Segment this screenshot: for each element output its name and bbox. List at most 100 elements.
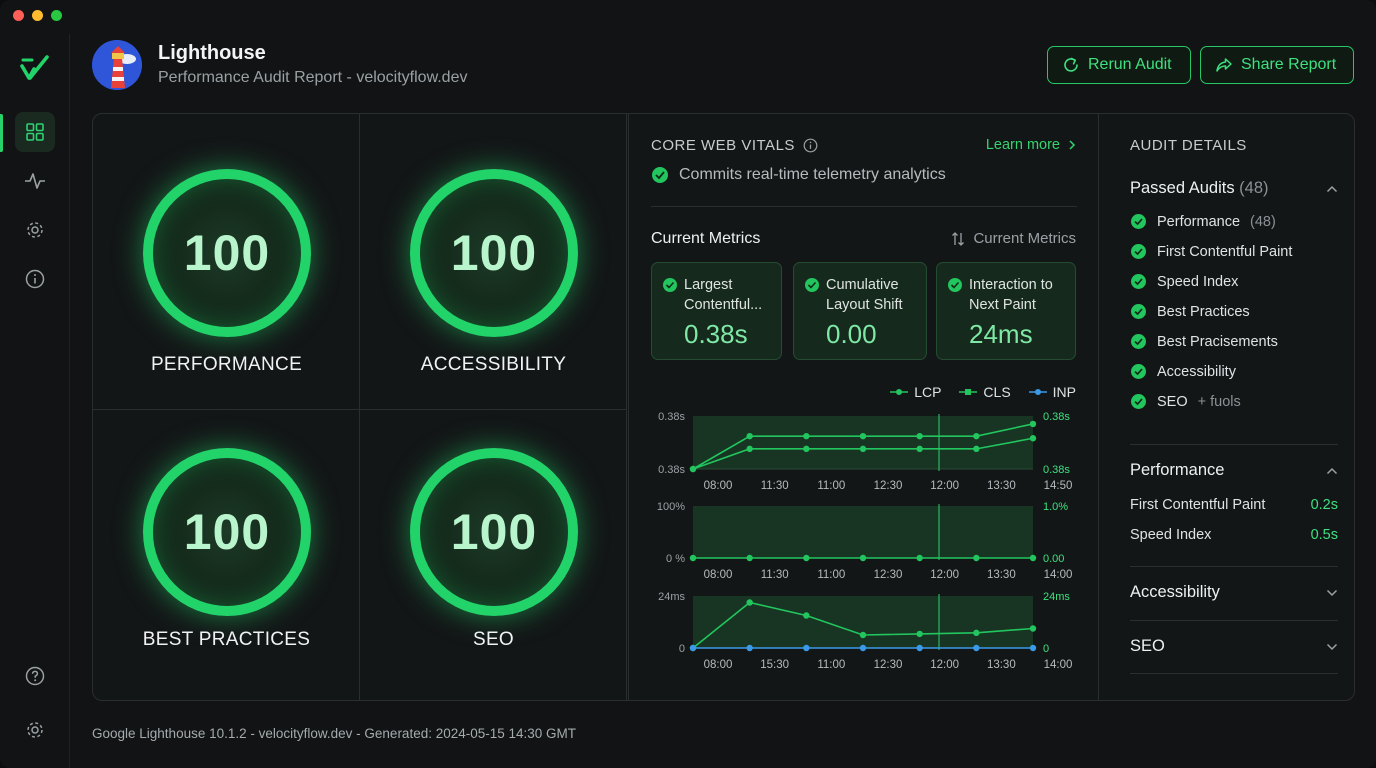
score-card-accessibility[interactable]: 100 ACCESSIBILITY xyxy=(360,114,627,410)
page-title: Lighthouse xyxy=(158,42,266,64)
page-subtitle: Performance Audit Report - velocityflow.… xyxy=(158,69,468,86)
sidebar-item-info[interactable] xyxy=(15,259,55,299)
chart-right-axis-label: 0 xyxy=(1043,643,1049,655)
passed-audit-item[interactable]: SEO + fuols xyxy=(1130,393,1241,410)
performance-section-toggle[interactable]: Performance xyxy=(1130,461,1338,480)
score-value: 100 xyxy=(450,504,538,560)
chart-right-axis-label: 0.38s xyxy=(1043,411,1070,423)
chart-tick-label: 12:00 xyxy=(930,659,959,671)
passed-audit-item[interactable]: Best Practices xyxy=(1130,303,1260,320)
score-label: ACCESSIBILITY xyxy=(420,354,567,375)
passed-audit-label: SEO xyxy=(1157,393,1188,410)
score-value: 100 xyxy=(183,504,271,560)
chart-point xyxy=(1029,644,1037,652)
passed-audit-extra: + fuols xyxy=(1197,393,1241,410)
chart-right-axis-label: 0.38s xyxy=(1043,464,1070,476)
score-label: BEST PRACTICES xyxy=(142,629,311,650)
accessibility-section-toggle[interactable]: Accessibility xyxy=(1130,583,1338,602)
chart-point xyxy=(916,445,923,453)
chart-tick-label: 14:00 xyxy=(1044,569,1073,581)
minimize-button[interactable] xyxy=(32,10,43,21)
score-card-performance[interactable]: 100 PERFORMANCE xyxy=(93,114,360,410)
chart-point xyxy=(803,612,810,619)
chart-tick-label: 11:00 xyxy=(817,569,845,581)
chart-point xyxy=(973,644,980,652)
perf-row-label: First Contentful Paint xyxy=(1130,497,1266,513)
score-value: 100 xyxy=(450,225,538,281)
metric-value: 0.00 xyxy=(826,319,877,349)
passed-audit-item[interactable]: Performance (48) xyxy=(1130,213,1276,230)
chart-left-axis-label: 0.38s xyxy=(658,464,685,476)
chart-point xyxy=(689,554,697,562)
rerun-audit-label: Rerun Audit xyxy=(1088,56,1172,73)
score-card-best-practices[interactable]: 100 BEST PRACTICES xyxy=(93,410,360,700)
passed-audit-item[interactable]: First Contentful Paint xyxy=(1130,243,1302,260)
chart-point xyxy=(746,445,753,453)
legend-swatch xyxy=(959,389,978,395)
learn-more-link[interactable]: Learn more xyxy=(986,137,1076,153)
legend-label: INP xyxy=(1052,384,1076,400)
passed-audit-item[interactable]: Speed Index xyxy=(1130,273,1248,290)
chart-plot-area xyxy=(693,506,1033,558)
vitals-title: CORE WEB VITALS xyxy=(651,137,795,154)
chart-left-axis-label: 0.38s xyxy=(658,411,685,423)
passed-audits-label: Passed Audits xyxy=(1130,179,1235,197)
chevron-up-icon xyxy=(1326,467,1338,474)
chart-point xyxy=(916,644,923,652)
sidebar-item-dashboard[interactable] xyxy=(15,112,55,152)
perf-row: First Contentful Paint 0.2s xyxy=(1130,497,1338,513)
passed-audits-count: (48) xyxy=(1239,179,1269,197)
close-button[interactable] xyxy=(13,10,24,21)
chart-tick-label: 08:00 xyxy=(704,569,733,581)
sort-metrics-button[interactable]: Current Metrics xyxy=(951,230,1076,247)
chart-point xyxy=(916,554,923,562)
chart-point xyxy=(803,445,810,453)
sidebar-item-activity[interactable] xyxy=(15,161,55,201)
legend-item-cls[interactable]: CLS xyxy=(959,384,1011,400)
passed-audit-item[interactable]: Accessibility xyxy=(1130,363,1246,380)
share-report-button[interactable]: Share Report xyxy=(1200,46,1354,84)
metric-card-lcp[interactable]: Largest Contentful... 0.38s xyxy=(651,262,782,360)
metric-card-inp[interactable]: Interaction to Next Paint 24ms xyxy=(936,262,1076,360)
help-icon xyxy=(25,666,45,686)
metric-value: 24ms xyxy=(969,319,1033,349)
check-circle-icon xyxy=(1131,244,1146,259)
info-icon xyxy=(25,269,45,289)
info-icon[interactable] xyxy=(803,138,818,153)
chart-tick-label: 13:30 xyxy=(987,659,1016,671)
score-card-seo[interactable]: 100 SEO xyxy=(360,410,627,700)
sidebar-settings-button[interactable] xyxy=(15,710,55,750)
legend-label: LCP xyxy=(914,384,942,400)
chart-left-axis-label: 0 xyxy=(679,643,685,655)
activity-icon xyxy=(25,173,45,189)
chart-tick-label: 12:00 xyxy=(930,480,959,492)
check-circle-icon xyxy=(1131,334,1146,349)
rerun-audit-button[interactable]: Rerun Audit xyxy=(1047,46,1191,84)
passed-audit-label: First Contentful Paint xyxy=(1157,243,1293,260)
sort-icon xyxy=(952,231,965,246)
metric-card-cls[interactable]: Cumulative Layout Shift 0.00 xyxy=(793,262,927,360)
legend-item-lcp[interactable]: LCP xyxy=(890,384,941,400)
sidebar-item-settings[interactable] xyxy=(15,210,55,250)
divider xyxy=(1130,444,1338,445)
learn-more-label: Learn more xyxy=(985,137,1060,153)
divider xyxy=(651,206,1077,207)
report-panel: 100 PERFORMANCE 100 ACCESSIBILITY 100 BE… xyxy=(92,113,1355,701)
check-circle-icon xyxy=(1131,394,1146,409)
chart-tick-label: 14:00 xyxy=(1044,659,1073,671)
metric-label: Interaction to Next Paint xyxy=(969,277,1053,313)
sidebar-help-button[interactable] xyxy=(15,656,55,696)
chevron-right-icon xyxy=(1069,140,1076,150)
legend-item-inp[interactable]: INP xyxy=(1028,384,1076,400)
check-circle-icon xyxy=(1131,274,1146,289)
score-label: SEO xyxy=(472,629,515,650)
zoom-button[interactable] xyxy=(51,10,62,21)
chart-point xyxy=(746,644,753,652)
sidebar xyxy=(0,34,70,768)
seo-section-toggle[interactable]: SEO xyxy=(1130,637,1338,656)
passed-audit-item[interactable]: Best Pracisements xyxy=(1130,333,1288,350)
passed-audit-extra: (48) xyxy=(1250,213,1276,230)
passed-audits-toggle[interactable]: Passed Audits (48) xyxy=(1130,179,1338,198)
chart-point xyxy=(746,599,753,606)
audit-details-title: AUDIT DETAILS xyxy=(1130,137,1247,154)
